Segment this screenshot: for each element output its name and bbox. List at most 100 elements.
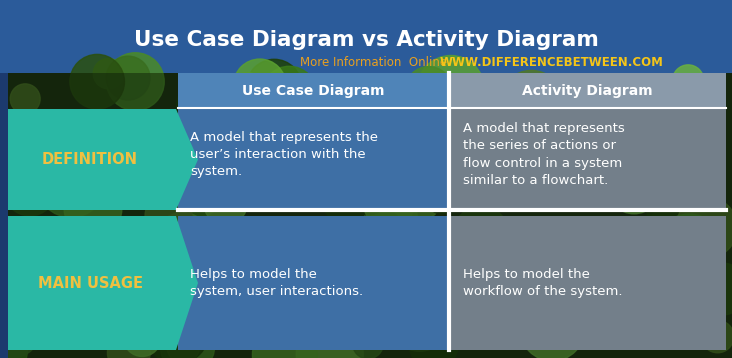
Circle shape [0,305,40,358]
Circle shape [4,163,56,216]
Circle shape [293,220,342,269]
Circle shape [106,53,164,111]
Circle shape [663,161,717,214]
Text: Helps to model the
workflow of the system.: Helps to model the workflow of the syste… [463,268,622,298]
Circle shape [399,233,418,253]
Circle shape [315,276,354,315]
Circle shape [449,245,517,312]
Circle shape [563,293,606,337]
Circle shape [364,179,414,229]
Circle shape [376,135,427,187]
Circle shape [426,220,447,242]
Circle shape [154,213,211,270]
Text: Activity Diagram: Activity Diagram [522,83,653,97]
Circle shape [321,171,375,224]
Text: WWW.DIFFERENCEBETWEEN.COM: WWW.DIFFERENCEBETWEEN.COM [440,55,664,68]
Circle shape [499,118,545,164]
Circle shape [116,126,175,185]
Circle shape [676,197,732,258]
Circle shape [616,82,683,149]
Bar [451,109,726,210]
Bar [178,109,449,210]
Circle shape [153,228,210,285]
Circle shape [400,158,440,198]
Circle shape [638,255,690,306]
Text: A model that represents the
user’s interaction with the
system.: A model that represents the user’s inter… [190,131,378,179]
Circle shape [253,323,318,358]
Circle shape [48,164,85,200]
Circle shape [0,329,27,358]
Circle shape [337,80,376,120]
Circle shape [362,96,427,160]
Circle shape [231,73,264,106]
Circle shape [454,222,507,275]
Circle shape [493,140,528,175]
Circle shape [499,71,564,134]
Circle shape [701,320,732,353]
Circle shape [183,180,220,216]
Bar [0,73,732,358]
Circle shape [241,259,300,319]
Circle shape [239,321,261,342]
Circle shape [37,148,106,217]
Circle shape [152,139,201,188]
Circle shape [575,265,601,290]
Text: More Information  Online: More Information Online [300,55,455,68]
Bar [451,216,726,350]
Circle shape [373,252,421,300]
Circle shape [296,321,363,358]
Circle shape [442,142,487,186]
Circle shape [304,150,338,183]
Circle shape [562,261,602,301]
Circle shape [647,191,690,234]
Circle shape [343,88,394,140]
Circle shape [56,293,74,311]
Circle shape [169,257,203,291]
Circle shape [586,137,641,193]
Circle shape [520,296,585,358]
Bar [178,216,449,350]
Circle shape [352,328,384,358]
Circle shape [596,122,640,168]
Circle shape [261,66,317,121]
Bar [0,73,8,358]
Circle shape [655,103,706,153]
Circle shape [365,193,418,247]
Circle shape [542,111,576,145]
Circle shape [633,243,670,280]
Text: Helps to model the
system, user interactions.: Helps to model the system, user interact… [190,268,363,298]
Circle shape [347,172,389,215]
Circle shape [255,84,322,150]
Circle shape [409,320,458,358]
Circle shape [124,319,161,357]
Circle shape [640,275,657,292]
Bar [0,0,732,78]
Circle shape [683,265,726,308]
Circle shape [138,266,165,294]
Circle shape [515,142,578,204]
Bar [0,73,732,358]
Circle shape [106,56,150,100]
Circle shape [209,303,225,319]
Circle shape [607,160,661,214]
Circle shape [591,105,607,121]
Circle shape [662,93,692,123]
Circle shape [117,290,149,322]
Circle shape [173,295,194,316]
Circle shape [64,180,122,238]
Circle shape [202,223,232,253]
Text: Use Case Diagram vs Activity Diagram: Use Case Diagram vs Activity Diagram [133,30,599,50]
Circle shape [612,219,632,241]
Circle shape [581,261,602,282]
Circle shape [673,65,704,96]
Circle shape [160,319,214,358]
Circle shape [203,182,247,225]
Text: DEFINITION: DEFINITION [42,152,138,167]
Circle shape [239,255,284,301]
Circle shape [246,82,264,100]
Text: MAIN USAGE: MAIN USAGE [37,276,143,290]
Circle shape [557,293,573,310]
Circle shape [497,229,522,254]
Polygon shape [8,216,198,350]
Circle shape [200,238,255,293]
